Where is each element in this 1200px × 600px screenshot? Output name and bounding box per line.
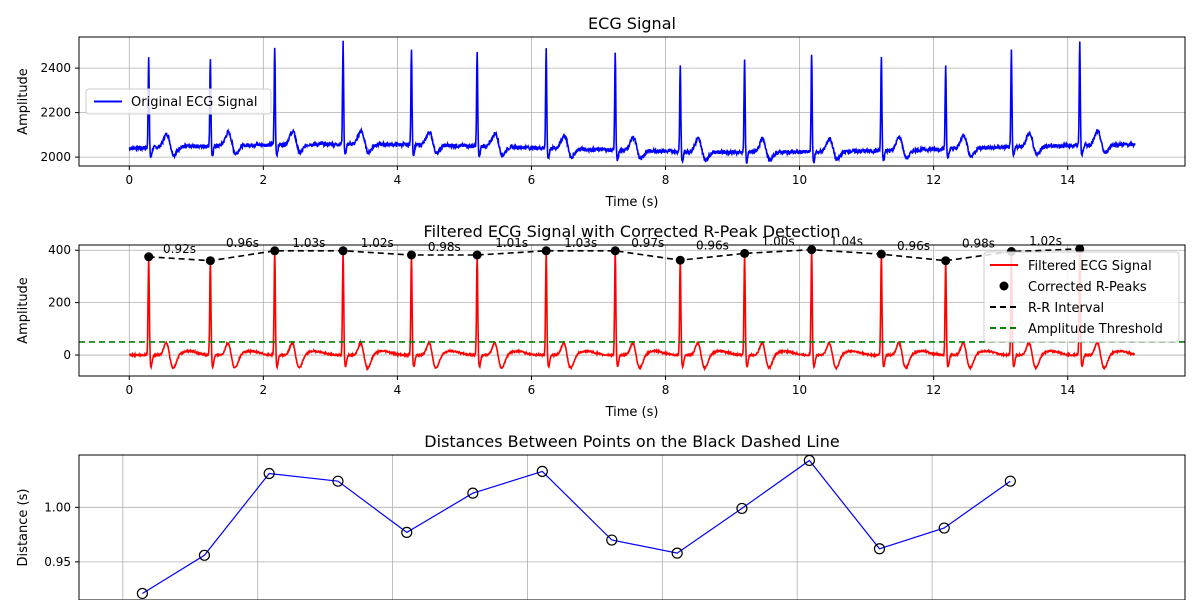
legend-label: Corrected R-Peaks xyxy=(1028,280,1147,295)
distance-line xyxy=(142,459,1011,595)
x-tick-label: 4 xyxy=(394,383,402,397)
x-tick-label: 14 xyxy=(1060,383,1075,397)
x-tick-label: 8 xyxy=(662,383,670,397)
legend-box xyxy=(85,88,272,115)
r-peak-marker xyxy=(1075,244,1085,254)
rr-interval-annotation: 0.96s xyxy=(897,239,930,253)
chart-title: Filtered ECG Signal with Corrected R-Pea… xyxy=(424,222,841,241)
x-tick-label: 2 xyxy=(260,383,268,397)
y-tick-label: 200 xyxy=(48,296,71,310)
x-tick-label: 12 xyxy=(926,173,941,187)
distance-point xyxy=(332,475,344,487)
r-peak-marker xyxy=(807,245,817,255)
legend: Original ECG Signal xyxy=(85,88,272,115)
rr-interval-annotation: 1.01s xyxy=(495,236,528,250)
x-axis-label: Time (s) xyxy=(605,405,659,420)
x-tick-label: 6 xyxy=(528,383,536,397)
rr-interval-annotation: 1.04s xyxy=(830,235,863,249)
rr-interval-annotation: 1.02s xyxy=(1029,234,1062,248)
plot-frame xyxy=(78,244,1186,377)
x-tick-label: 0 xyxy=(125,173,133,187)
plot-frame xyxy=(78,454,1186,600)
rr-interval-annotation: 1.02s xyxy=(361,236,394,250)
x-tick-label: 10 xyxy=(792,173,807,187)
distance-point xyxy=(536,465,548,477)
y-tick-label: 0.95 xyxy=(44,555,71,569)
distance-point xyxy=(1004,475,1016,487)
chart-title: Distances Between Points on the Black Da… xyxy=(424,432,839,451)
chart-title: ECG Signal xyxy=(588,14,676,33)
axes-2: 0 2 4 6 8 10 12 14 0 200 400 Filtered ECG Signal wi… xyxy=(16,222,1186,420)
legend-label: Filtered ECG Signal xyxy=(1028,259,1152,274)
x-tick-label: 6 xyxy=(528,173,536,187)
y-tick-label: 0 xyxy=(63,348,71,362)
legend: Filtered ECG Signal Corrected R-Peaks R-R … xyxy=(983,251,1180,343)
filtered-ecg-line xyxy=(129,250,1136,372)
distance-point xyxy=(401,526,413,539)
distance-point xyxy=(938,522,950,534)
legend-label: Amplitude Threshold xyxy=(1028,322,1163,337)
distance-point xyxy=(736,502,748,515)
y-tick-label: 400 xyxy=(48,243,71,257)
y-axis-label: Distance (s) xyxy=(16,489,31,567)
y-axis-label: Amplitude xyxy=(16,68,31,135)
y-tick-label: 2200 xyxy=(40,106,71,120)
r-peak-marker xyxy=(541,246,551,256)
r-peak-marker xyxy=(472,250,482,260)
x-tick-label: 0 xyxy=(125,383,133,397)
r-peak-marker xyxy=(270,246,280,256)
x-tick-label: 14 xyxy=(1060,173,1075,187)
rr-interval-annotation: 1.03s xyxy=(292,236,325,250)
r-peak-marker xyxy=(205,256,215,266)
r-peak-marker xyxy=(610,246,620,256)
r-peak-marker xyxy=(144,252,154,262)
rr-interval-annotation: 1.03s xyxy=(564,236,597,250)
y-tick-label: 1.00 xyxy=(44,500,71,514)
distance-point xyxy=(873,543,886,555)
rr-interval-annotation: 0.98s xyxy=(962,237,995,251)
r-peak-marker xyxy=(406,250,416,260)
x-tick-label: 8 xyxy=(662,173,670,187)
r-peak-marker xyxy=(740,248,750,258)
x-tick-label: 2 xyxy=(260,173,268,187)
distance-point xyxy=(263,467,275,480)
axes-1: 0 2 4 6 8 10 12 14 2000 2200 2400 ECG Signal Time (s… xyxy=(16,14,1186,210)
distance-point xyxy=(606,534,618,546)
distance-point xyxy=(136,587,148,600)
legend-swatch-peaks xyxy=(999,281,1009,291)
legend-label: R-R Interval xyxy=(1028,301,1104,316)
x-tick-label: 12 xyxy=(926,383,941,397)
legend-label: Original ECG Signal xyxy=(131,95,257,110)
distance-point xyxy=(198,549,211,561)
distance-point xyxy=(671,547,683,559)
distance-point xyxy=(467,487,479,499)
y-tick-label: 2400 xyxy=(40,61,71,75)
x-axis-label: Time (s) xyxy=(605,195,659,210)
original-ecg-line xyxy=(128,40,1136,165)
r-peak-marker xyxy=(338,246,348,256)
rr-interval-annotation: 0.92s xyxy=(163,242,196,256)
r-peak-marker xyxy=(876,249,886,259)
plot-frame xyxy=(78,36,1186,167)
rr-interval-annotation: 0.96s xyxy=(226,236,259,250)
x-tick-label: 4 xyxy=(394,173,402,187)
rr-interval-annotation: 0.97s xyxy=(631,236,664,250)
legend-box xyxy=(983,251,1180,343)
y-axis-label: Amplitude xyxy=(16,277,31,344)
rr-interval-annotation: 0.98s xyxy=(428,240,461,254)
r-peak-marker xyxy=(941,256,951,266)
x-tick-label: 10 xyxy=(792,383,807,397)
r-peak-marker xyxy=(675,255,685,265)
y-tick-label: 2000 xyxy=(40,150,71,164)
rr-interval-annotation: 1.00s xyxy=(762,235,795,249)
